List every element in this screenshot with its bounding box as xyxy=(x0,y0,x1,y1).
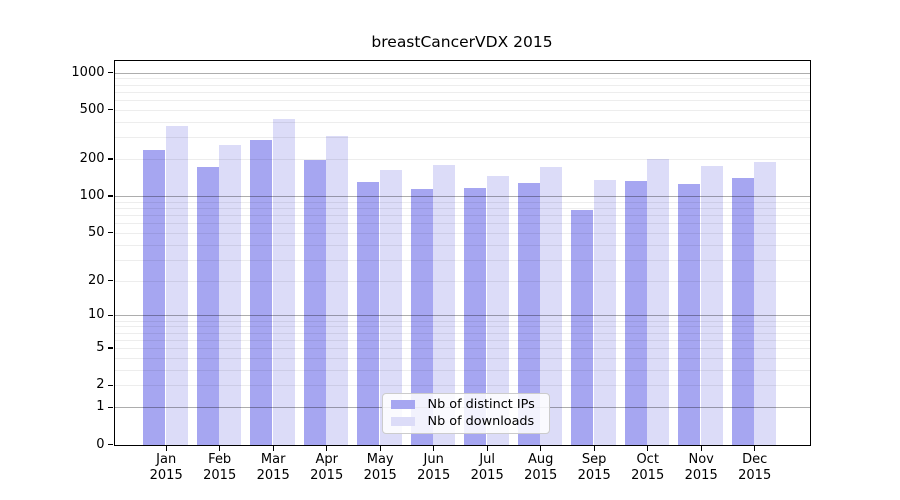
y-tick xyxy=(107,347,113,349)
y-tick xyxy=(107,406,113,408)
x-tick xyxy=(379,446,381,451)
bar-downloads xyxy=(700,165,723,445)
y-tick xyxy=(107,279,113,282)
y-tick xyxy=(107,384,113,386)
x-tick-label: Oct 2015 xyxy=(631,451,665,484)
y-tick-label: 1000 xyxy=(71,64,105,80)
x-tick xyxy=(219,446,221,451)
x-tick xyxy=(326,446,328,451)
x-tick-label: Jun 2015 xyxy=(417,451,451,484)
y-tick xyxy=(107,71,113,74)
x-tick xyxy=(165,446,167,451)
bar-distinct-ips xyxy=(196,167,219,445)
minor-gridline xyxy=(114,109,810,111)
x-tick-label: May 2015 xyxy=(363,451,397,484)
x-tick xyxy=(272,446,274,451)
x-tick-label: Jul 2015 xyxy=(470,451,504,484)
x-tick xyxy=(593,446,595,451)
legend-entry-distinct-ips: Nb of distinct IPs xyxy=(390,396,541,413)
y-tick-label: 10 xyxy=(87,307,105,323)
bar-downloads xyxy=(379,170,402,445)
x-tick xyxy=(700,446,702,451)
x-tick-label: Dec 2015 xyxy=(738,451,772,484)
x-tick xyxy=(433,446,435,451)
plot-area: breastCancerVDX 2015 Nb of distinct IPs … xyxy=(71,33,811,483)
y-tick-label: 100 xyxy=(79,188,105,203)
bar-distinct-ips xyxy=(624,181,647,445)
y-tick xyxy=(107,109,113,111)
bar-downloads xyxy=(540,167,563,445)
decade-gridline xyxy=(114,72,810,74)
chart-title: breastCancerVDX 2015 xyxy=(371,32,553,51)
y-tick-label: 500 xyxy=(79,101,105,117)
minor-gridline xyxy=(114,100,810,101)
bar-downloads xyxy=(165,126,188,445)
legend-swatch-downloads xyxy=(390,417,415,426)
bar-distinct-ips xyxy=(303,159,326,445)
x-tick-label: Feb 2015 xyxy=(203,451,237,484)
bar-distinct-ips xyxy=(571,209,594,445)
minor-gridline xyxy=(114,91,810,93)
minor-gridline xyxy=(114,121,810,123)
x-tick-label: Apr 2015 xyxy=(310,451,344,484)
y-tick-label: 1 xyxy=(96,399,105,415)
x-tick xyxy=(754,446,756,451)
minor-gridline xyxy=(114,78,810,80)
bar-downloads xyxy=(754,162,777,445)
y-tick-label: 200 xyxy=(79,150,105,166)
x-tick xyxy=(647,446,649,451)
bar-distinct-ips xyxy=(250,140,273,445)
bar-downloads xyxy=(593,179,616,445)
x-tick-label: Sep 2015 xyxy=(577,451,611,484)
minor-gridline xyxy=(114,84,810,86)
bar-distinct-ips xyxy=(410,188,433,445)
y-tick xyxy=(107,314,113,317)
y-tick-label: 2 xyxy=(96,377,105,393)
legend-entry-downloads: Nb of downloads xyxy=(390,413,541,430)
bar-downloads xyxy=(433,165,456,445)
y-tick xyxy=(107,158,113,160)
minor-gridline xyxy=(114,137,810,139)
x-tick-label: Aug 2015 xyxy=(524,451,558,484)
bar-distinct-ips xyxy=(731,178,754,445)
legend: Nb of distinct IPs Nb of downloads xyxy=(381,392,550,434)
bar-distinct-ips xyxy=(517,183,540,445)
bar-downloads xyxy=(486,176,509,445)
legend-label-downloads: Nb of downloads xyxy=(427,414,535,429)
x-tick xyxy=(540,446,542,451)
y-tick-label: 5 xyxy=(96,340,105,355)
x-tick-label: Jan 2015 xyxy=(149,451,183,484)
y-tick-label: 50 xyxy=(87,224,105,240)
bar-downloads xyxy=(219,145,242,445)
legend-swatch-distinct-ips xyxy=(390,400,415,409)
y-tick-label: 0 xyxy=(96,436,105,452)
x-tick xyxy=(486,446,488,451)
y-tick xyxy=(107,232,113,234)
bar-distinct-ips xyxy=(464,188,487,445)
y-tick-label: 20 xyxy=(87,272,105,288)
legend-label-distinct-ips: Nb of distinct IPs xyxy=(427,397,535,412)
x-tick-label: Nov 2015 xyxy=(684,451,718,484)
y-tick xyxy=(107,195,113,197)
bar-distinct-ips xyxy=(678,184,701,445)
bar-downloads xyxy=(647,158,670,445)
bar-distinct-ips xyxy=(357,182,380,445)
bar-distinct-ips xyxy=(143,149,166,445)
x-tick-label: Mar 2015 xyxy=(256,451,290,484)
bar-downloads xyxy=(272,119,295,445)
bar-downloads xyxy=(326,135,349,445)
y-tick xyxy=(107,443,113,446)
